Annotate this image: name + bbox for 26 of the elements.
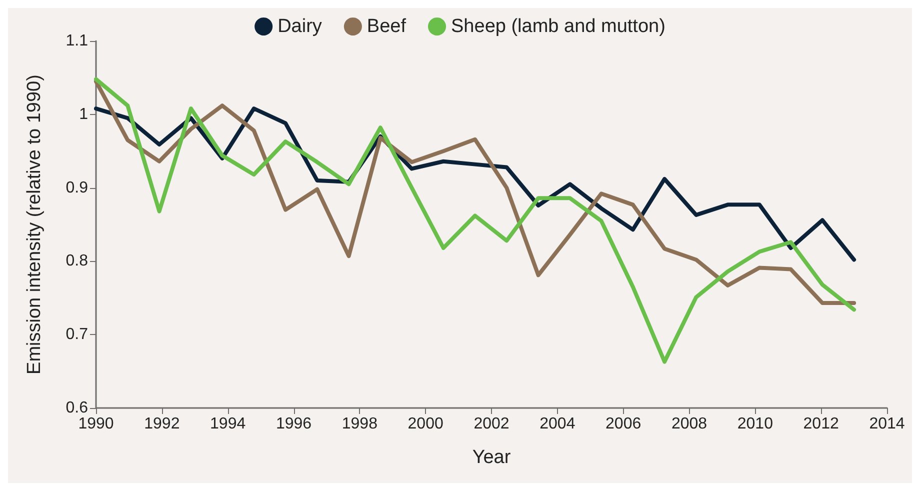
x-tick-label: 2000 — [408, 416, 444, 432]
line-series — [94, 79, 856, 306]
y-tick-label: 1 — [79, 106, 88, 123]
x-tick-label: 2004 — [540, 416, 576, 432]
x-tick-label: 1994 — [210, 416, 246, 432]
x-tick-label: 1990 — [78, 416, 114, 432]
x-tick-label: 2012 — [803, 416, 839, 432]
x-tick-label: 2006 — [606, 416, 642, 432]
y-tick-label: 0.7 — [66, 326, 88, 344]
legend-label: Dairy — [278, 16, 322, 37]
y-tick-label: 1.1 — [66, 32, 88, 50]
x-tick-label: 2010 — [737, 416, 774, 432]
x-axis-title: Year — [472, 447, 512, 468]
x-tick-label: 1992 — [144, 416, 180, 432]
line-series — [94, 77, 856, 364]
x-tick-label: 2014 — [869, 416, 905, 432]
y-tick-label: 0.9 — [66, 179, 88, 196]
legend-label: Beef — [366, 16, 407, 37]
x-tick-label: 2002 — [474, 416, 510, 432]
y-axis-title: Emission intensity (relative to 1990) — [24, 74, 45, 374]
x-tick-label: 1996 — [276, 416, 312, 432]
x-tick-label: 1998 — [342, 416, 378, 432]
y-tick-label: 0.8 — [66, 252, 88, 270]
y-tick-label: 0.6 — [66, 400, 88, 416]
legend-label: Sheep (lamb and mutton) — [451, 16, 666, 37]
x-tick-label: 2008 — [671, 416, 708, 432]
